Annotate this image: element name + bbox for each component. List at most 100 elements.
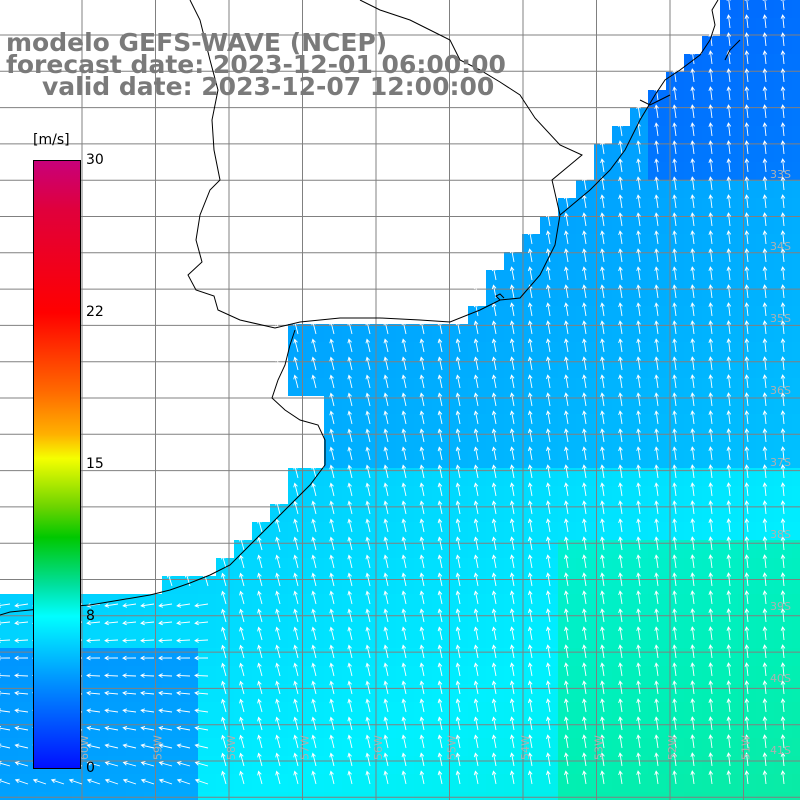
wind-arrow [654, 464, 659, 479]
wind-arrow [419, 698, 425, 713]
wind-arrow [365, 500, 371, 515]
wind-cell [612, 792, 630, 804]
wind-arrow [672, 140, 677, 155]
wind-cell [288, 648, 306, 666]
wind-arrow [780, 248, 786, 263]
wind-arrow [437, 464, 443, 479]
wind-cell [306, 378, 324, 396]
wind-cell [414, 360, 432, 378]
wind-cell [630, 486, 648, 504]
wind-cell [18, 594, 36, 612]
wind-cell [324, 756, 342, 774]
wind-cell [324, 558, 342, 576]
model-title: modelo GEFS-WAVE (NCEP) [6, 28, 388, 57]
wind-cell [324, 738, 342, 756]
wind-arrow [14, 673, 29, 678]
wind-cell [324, 396, 342, 414]
wind-arrow [365, 410, 371, 425]
wind-cell [594, 324, 612, 342]
wind-cell [270, 792, 288, 804]
wind-cell [702, 540, 720, 558]
wind-arrow [636, 410, 641, 425]
wind-arrow [690, 464, 696, 479]
wind-arrow [654, 518, 659, 533]
wind-cell [522, 630, 540, 648]
wind-arrow [383, 464, 389, 479]
wind-cell [792, 468, 800, 486]
wind-cell [774, 108, 792, 126]
wind-cell [702, 630, 720, 648]
wind-cell [720, 90, 738, 108]
wind-cell [396, 684, 414, 702]
wind-arrow [636, 770, 641, 785]
wind-cell [288, 594, 306, 612]
wind-cell [576, 540, 594, 558]
wind-arrow [762, 590, 768, 605]
wind-arrow [708, 518, 714, 533]
wind-arrow [176, 778, 191, 785]
wind-cell [630, 108, 648, 126]
wind-cell [792, 144, 800, 162]
wind-cell [684, 612, 702, 630]
wind-arrow [690, 590, 696, 605]
wind-arrow [158, 655, 173, 661]
wind-cell [558, 396, 576, 414]
wind-cell [576, 414, 594, 432]
wind-arrow [293, 680, 299, 695]
wind-cell [378, 648, 396, 666]
wind-cell [414, 756, 432, 774]
wind-cell [378, 468, 396, 486]
wind-arrow [491, 734, 497, 749]
wind-arrow [708, 698, 714, 713]
wind-arrow [780, 122, 786, 137]
wind-arrow [726, 626, 732, 641]
wind-cell [756, 0, 774, 18]
wind-cell [702, 666, 720, 684]
wind-arrow [654, 734, 659, 749]
wind-arrow [122, 603, 137, 608]
wind-arrow [582, 608, 587, 623]
wind-arrow [104, 603, 119, 608]
wind-cell [288, 522, 306, 540]
wind-cell [630, 288, 648, 306]
wind-arrow [86, 620, 101, 626]
wind-arrow [744, 0, 750, 11]
wind-arrow [527, 608, 533, 623]
wind-cell [522, 414, 540, 432]
wind-cell [792, 0, 800, 18]
wind-arrow [726, 140, 732, 155]
wind-arrow [600, 320, 605, 335]
wind-cell [432, 738, 450, 756]
wind-arrow [654, 536, 659, 551]
wind-cell [504, 522, 522, 540]
wind-arrow [275, 320, 281, 335]
wind-cell [648, 540, 666, 558]
wind-arrow [419, 644, 425, 659]
wind-arrow [176, 673, 191, 678]
wind-cell [504, 792, 522, 804]
wind-cell [558, 450, 576, 468]
wind-cell [306, 630, 324, 648]
wind-cell [450, 558, 468, 576]
wind-arrow [726, 500, 732, 515]
wind-cell [774, 0, 792, 18]
wind-cell [756, 558, 774, 576]
wind-arrow [311, 644, 317, 659]
wind-arrow [293, 464, 299, 479]
wind-arrow [329, 410, 335, 425]
wind-arrow [365, 626, 371, 641]
wind-cell [0, 666, 18, 684]
wind-cell [558, 522, 576, 540]
wind-cell [162, 774, 180, 792]
wind-arrow [491, 554, 497, 569]
wind-cell [738, 324, 756, 342]
wind-cell [630, 666, 648, 684]
wind-arrow [527, 446, 533, 461]
wind-arrow [383, 482, 389, 497]
wind-cell [756, 36, 774, 54]
wind-arrow [473, 572, 479, 587]
wind-cell [756, 216, 774, 234]
wind-cell [792, 54, 800, 72]
wind-cell [630, 360, 648, 378]
wind-arrow [194, 603, 209, 608]
